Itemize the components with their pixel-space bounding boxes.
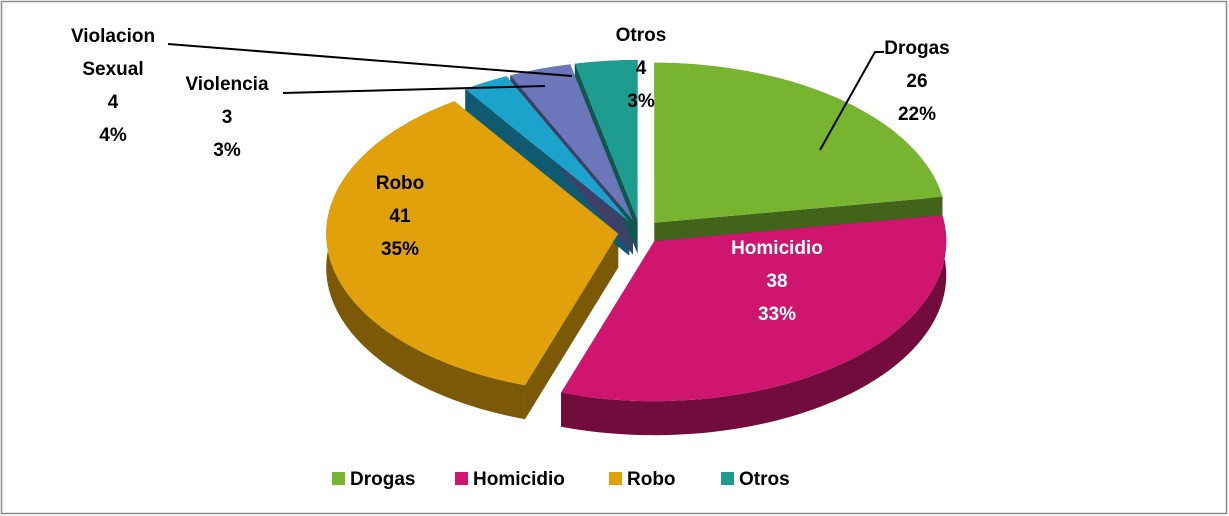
legend-swatch bbox=[455, 472, 468, 485]
legend-item: Homicidio bbox=[455, 468, 565, 492]
slice bbox=[561, 215, 947, 402]
legend-item: Robo bbox=[609, 468, 676, 492]
data-label: Violencia 3 3% bbox=[185, 68, 268, 167]
label-percent: 4% bbox=[99, 125, 127, 146]
data-label: Robo 41 35% bbox=[376, 167, 425, 266]
label-value: 41 bbox=[389, 206, 411, 227]
legend-label: Robo bbox=[627, 469, 676, 490]
slice bbox=[465, 76, 630, 222]
slice bbox=[510, 64, 633, 221]
leader-line bbox=[282, 85, 546, 94]
label-category: Homicidio bbox=[731, 238, 823, 259]
leader-line bbox=[819, 51, 884, 151]
label-percent: 35% bbox=[380, 239, 420, 260]
label-value: 4 bbox=[107, 92, 119, 113]
label-category: Otros bbox=[615, 25, 667, 46]
label-category: Robo bbox=[375, 173, 425, 194]
data-label: Drogas 26 22% bbox=[884, 32, 949, 131]
label-category: Drogas bbox=[884, 38, 950, 59]
data-label: Otros 4 3% bbox=[616, 19, 667, 118]
data-label: Violacion Sexual 4 4% bbox=[58, 20, 168, 152]
legend-swatch bbox=[332, 472, 345, 485]
label-value: 3 bbox=[221, 107, 233, 128]
slice-side bbox=[561, 215, 947, 436]
legend-label: Otros bbox=[739, 469, 790, 490]
label-value: 4 bbox=[635, 58, 647, 79]
label-category: Violencia bbox=[185, 74, 269, 95]
legend-item: Otros bbox=[721, 468, 790, 492]
label-percent: 3% bbox=[627, 91, 655, 112]
legend-label: Drogas bbox=[350, 469, 416, 490]
label-value: 26 bbox=[906, 71, 928, 92]
slice-tops bbox=[326, 60, 947, 402]
label-percent: 3% bbox=[213, 140, 241, 161]
label-category: Violacion Sexual bbox=[70, 26, 156, 80]
label-percent: 33% bbox=[757, 304, 797, 325]
slice bbox=[326, 101, 619, 386]
data-label: Homicidio 38 33% bbox=[731, 232, 823, 331]
legend-swatch bbox=[609, 472, 622, 485]
legend-item: Drogas bbox=[332, 468, 415, 492]
leader-line bbox=[167, 43, 573, 77]
label-percent: 22% bbox=[897, 104, 937, 125]
slice-side bbox=[326, 101, 525, 420]
slice bbox=[574, 60, 638, 221]
slice bbox=[654, 62, 943, 223]
legend-swatch bbox=[721, 472, 734, 485]
slice-side bbox=[524, 233, 619, 420]
legend-label: Homicidio bbox=[473, 469, 565, 490]
label-value: 38 bbox=[766, 271, 788, 292]
